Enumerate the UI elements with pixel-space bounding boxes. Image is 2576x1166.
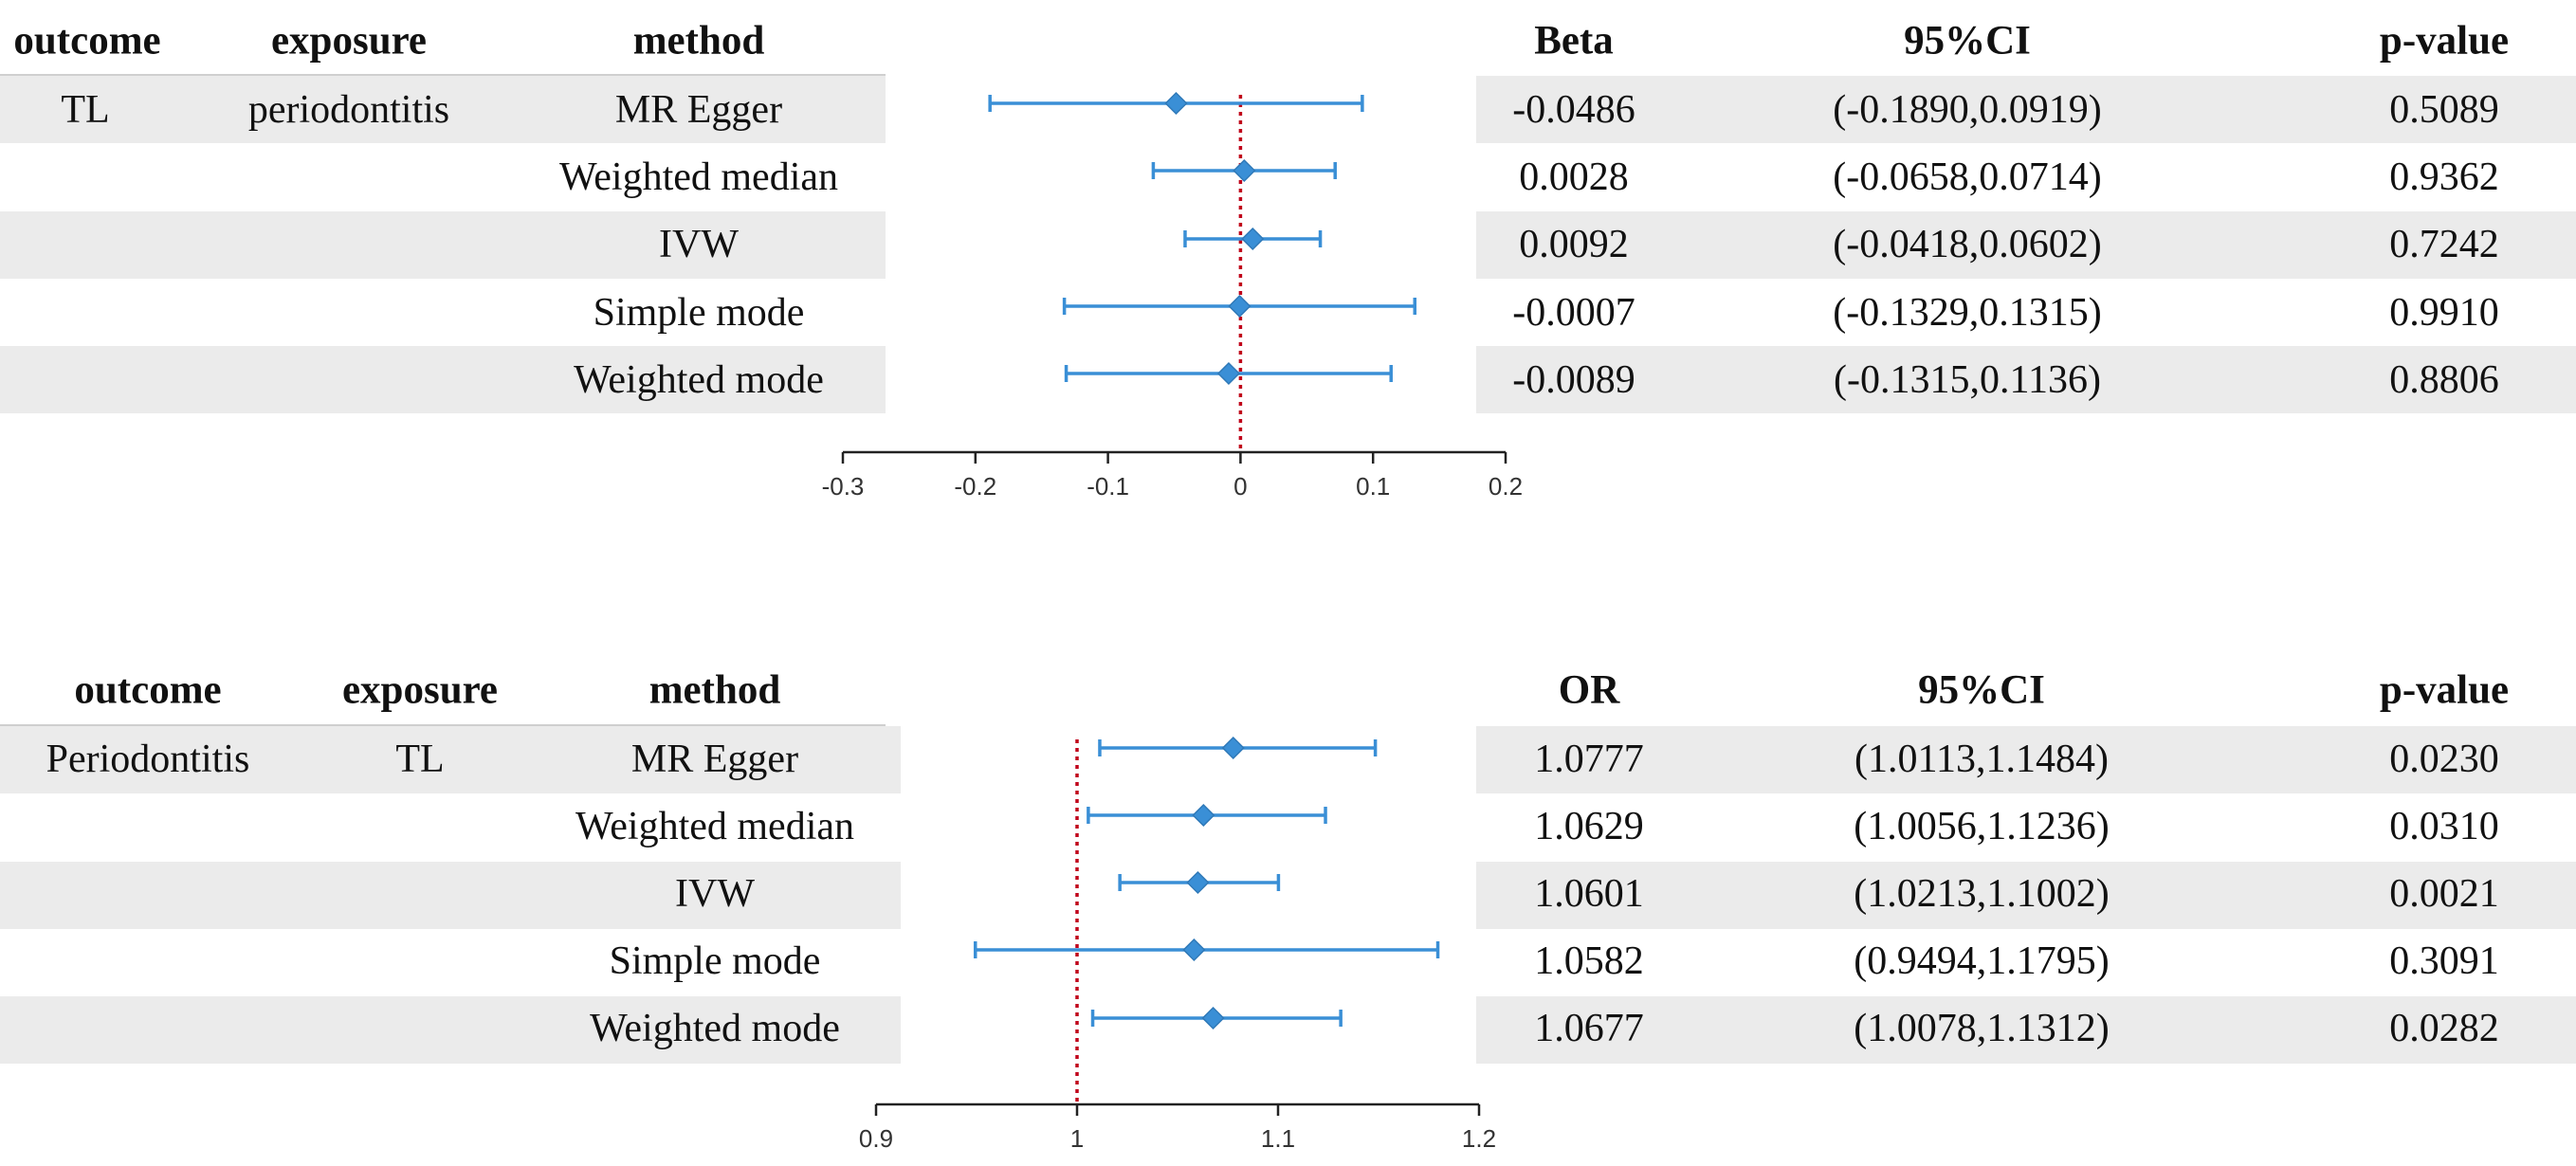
method-label: MR Egger <box>630 738 799 781</box>
p-value: 0.9910 <box>2389 291 2499 335</box>
row-band <box>0 76 886 143</box>
estimate-marker <box>1182 938 1206 962</box>
ci-value: (1.0056,1.1236) <box>1854 805 2110 848</box>
forest-plot-tl: outcome exposure method Beta 95%CI p-val… <box>0 0 2576 512</box>
method-label: Weighted mode <box>590 1007 840 1050</box>
forest-plot-periodontitis: outcome exposure method OR 95%CI p-value… <box>0 648 2576 1166</box>
header-method: method <box>632 18 765 64</box>
ci-value: (-0.1890,0.0919) <box>1833 88 2102 132</box>
estimate-value: -0.0007 <box>1512 291 1635 335</box>
x-axis-tick-label: -0.2 <box>954 472 996 501</box>
header-outcome: outcome <box>74 667 222 713</box>
estimate-value: 1.0629 <box>1534 805 1644 848</box>
ci-value: (-0.1329,0.1315) <box>1833 291 2102 335</box>
header-method: method <box>649 667 781 713</box>
header-p-value: p-value <box>2379 667 2510 713</box>
x-axis-tick-label: 1.2 <box>1462 1124 1496 1153</box>
ci-value: (-0.0418,0.0602) <box>1833 223 2102 266</box>
header-rule <box>0 74 886 76</box>
row-band <box>1476 726 2576 793</box>
exposure-value: TL <box>395 738 445 781</box>
forest-plot-area: 0.9 1 1.1 1.2 <box>859 736 1496 1153</box>
estimate-marker <box>1192 803 1215 828</box>
row-band <box>0 346 886 413</box>
header-exposure: exposure <box>341 667 499 713</box>
row-band <box>1476 211 2576 279</box>
method-label: IVW <box>675 872 755 916</box>
x-axis-tick-label: 1.1 <box>1261 1124 1295 1153</box>
row-band <box>0 862 901 929</box>
x-axis-tick-label: -0.1 <box>1087 472 1129 501</box>
estimate-value: 1.0601 <box>1534 872 1644 916</box>
estimate-value: 1.0777 <box>1534 738 1644 781</box>
outcome-value: Periodontitis <box>46 738 250 781</box>
header-rule <box>0 724 886 726</box>
estimate-marker <box>1241 227 1265 251</box>
header-exposure: exposure <box>270 18 428 64</box>
x-axis-tick-label: 0.9 <box>859 1124 893 1153</box>
x-axis-tick-label: 0 <box>1233 472 1247 501</box>
p-value: 0.0310 <box>2389 805 2499 848</box>
row-band <box>1476 76 2576 143</box>
x-axis-tick-label: 0.2 <box>1489 472 1523 501</box>
p-value: 0.8806 <box>2389 358 2499 402</box>
header-ci: 95%CI <box>1918 667 2045 713</box>
x-axis-tick-label: 0.1 <box>1356 472 1390 501</box>
header-estimate: Beta <box>1534 18 1614 64</box>
estimate-value: -0.0089 <box>1512 358 1635 402</box>
p-value: 0.0282 <box>2389 1007 2499 1050</box>
method-label: IVW <box>659 223 739 266</box>
ci-value: (1.0078,1.1312) <box>1854 1007 2110 1050</box>
x-axis-tick-label: 1 <box>1070 1124 1084 1153</box>
method-label: Weighted mode <box>574 358 824 402</box>
header-p-value: p-value <box>2379 18 2510 64</box>
p-value: 0.0230 <box>2389 738 2499 781</box>
row-band <box>1476 996 2576 1064</box>
estimate-value: 1.0677 <box>1534 1007 1644 1050</box>
estimate-marker <box>1216 361 1241 386</box>
ci-value: (1.0113,1.1484) <box>1854 738 2109 781</box>
p-value: 0.9362 <box>2389 155 2499 199</box>
p-value: 0.7242 <box>2389 223 2499 266</box>
header-outcome: outcome <box>13 18 161 64</box>
row-band <box>1476 862 2576 929</box>
outcome-value: TL <box>61 88 110 132</box>
ci-value: (0.9494,1.1795) <box>1854 939 2110 983</box>
header-estimate: OR <box>1558 667 1620 713</box>
method-label: Weighted median <box>558 155 839 199</box>
method-label: MR Egger <box>614 88 783 132</box>
estimate-marker <box>1228 294 1251 319</box>
method-label: Simple mode <box>609 939 821 983</box>
ci-value: (-0.1315,0.1136) <box>1834 358 2101 402</box>
method-label: Weighted median <box>575 805 855 848</box>
row-band <box>0 726 901 793</box>
row-band <box>0 211 886 279</box>
estimate-marker <box>1233 158 1256 183</box>
estimate-marker <box>1221 736 1245 760</box>
method-label: Simple mode <box>593 291 805 335</box>
estimate-marker <box>1201 1006 1225 1030</box>
forest-plot-area: -0.3 -0.2 -0.1 0 0.1 0.2 <box>822 91 1523 501</box>
estimate-marker <box>1186 870 1210 895</box>
x-axis-tick-label: -0.3 <box>822 472 865 501</box>
ci-value: (1.0213,1.1002) <box>1854 872 2110 916</box>
ci-value: (-0.0658,0.0714) <box>1833 155 2102 199</box>
p-value: 0.5089 <box>2389 88 2499 132</box>
estimate-marker <box>1164 91 1188 116</box>
estimate-value: 0.0092 <box>1519 223 1629 266</box>
exposure-value: periodontitis <box>247 88 450 132</box>
estimate-value: 0.0028 <box>1519 155 1629 199</box>
estimate-value: 1.0582 <box>1534 939 1644 983</box>
row-band <box>1476 346 2576 413</box>
header-ci: 95%CI <box>1904 18 2031 64</box>
estimate-value: -0.0486 <box>1512 88 1635 132</box>
row-band <box>0 996 901 1064</box>
p-value: 0.0021 <box>2389 872 2499 916</box>
p-value: 0.3091 <box>2389 939 2499 983</box>
